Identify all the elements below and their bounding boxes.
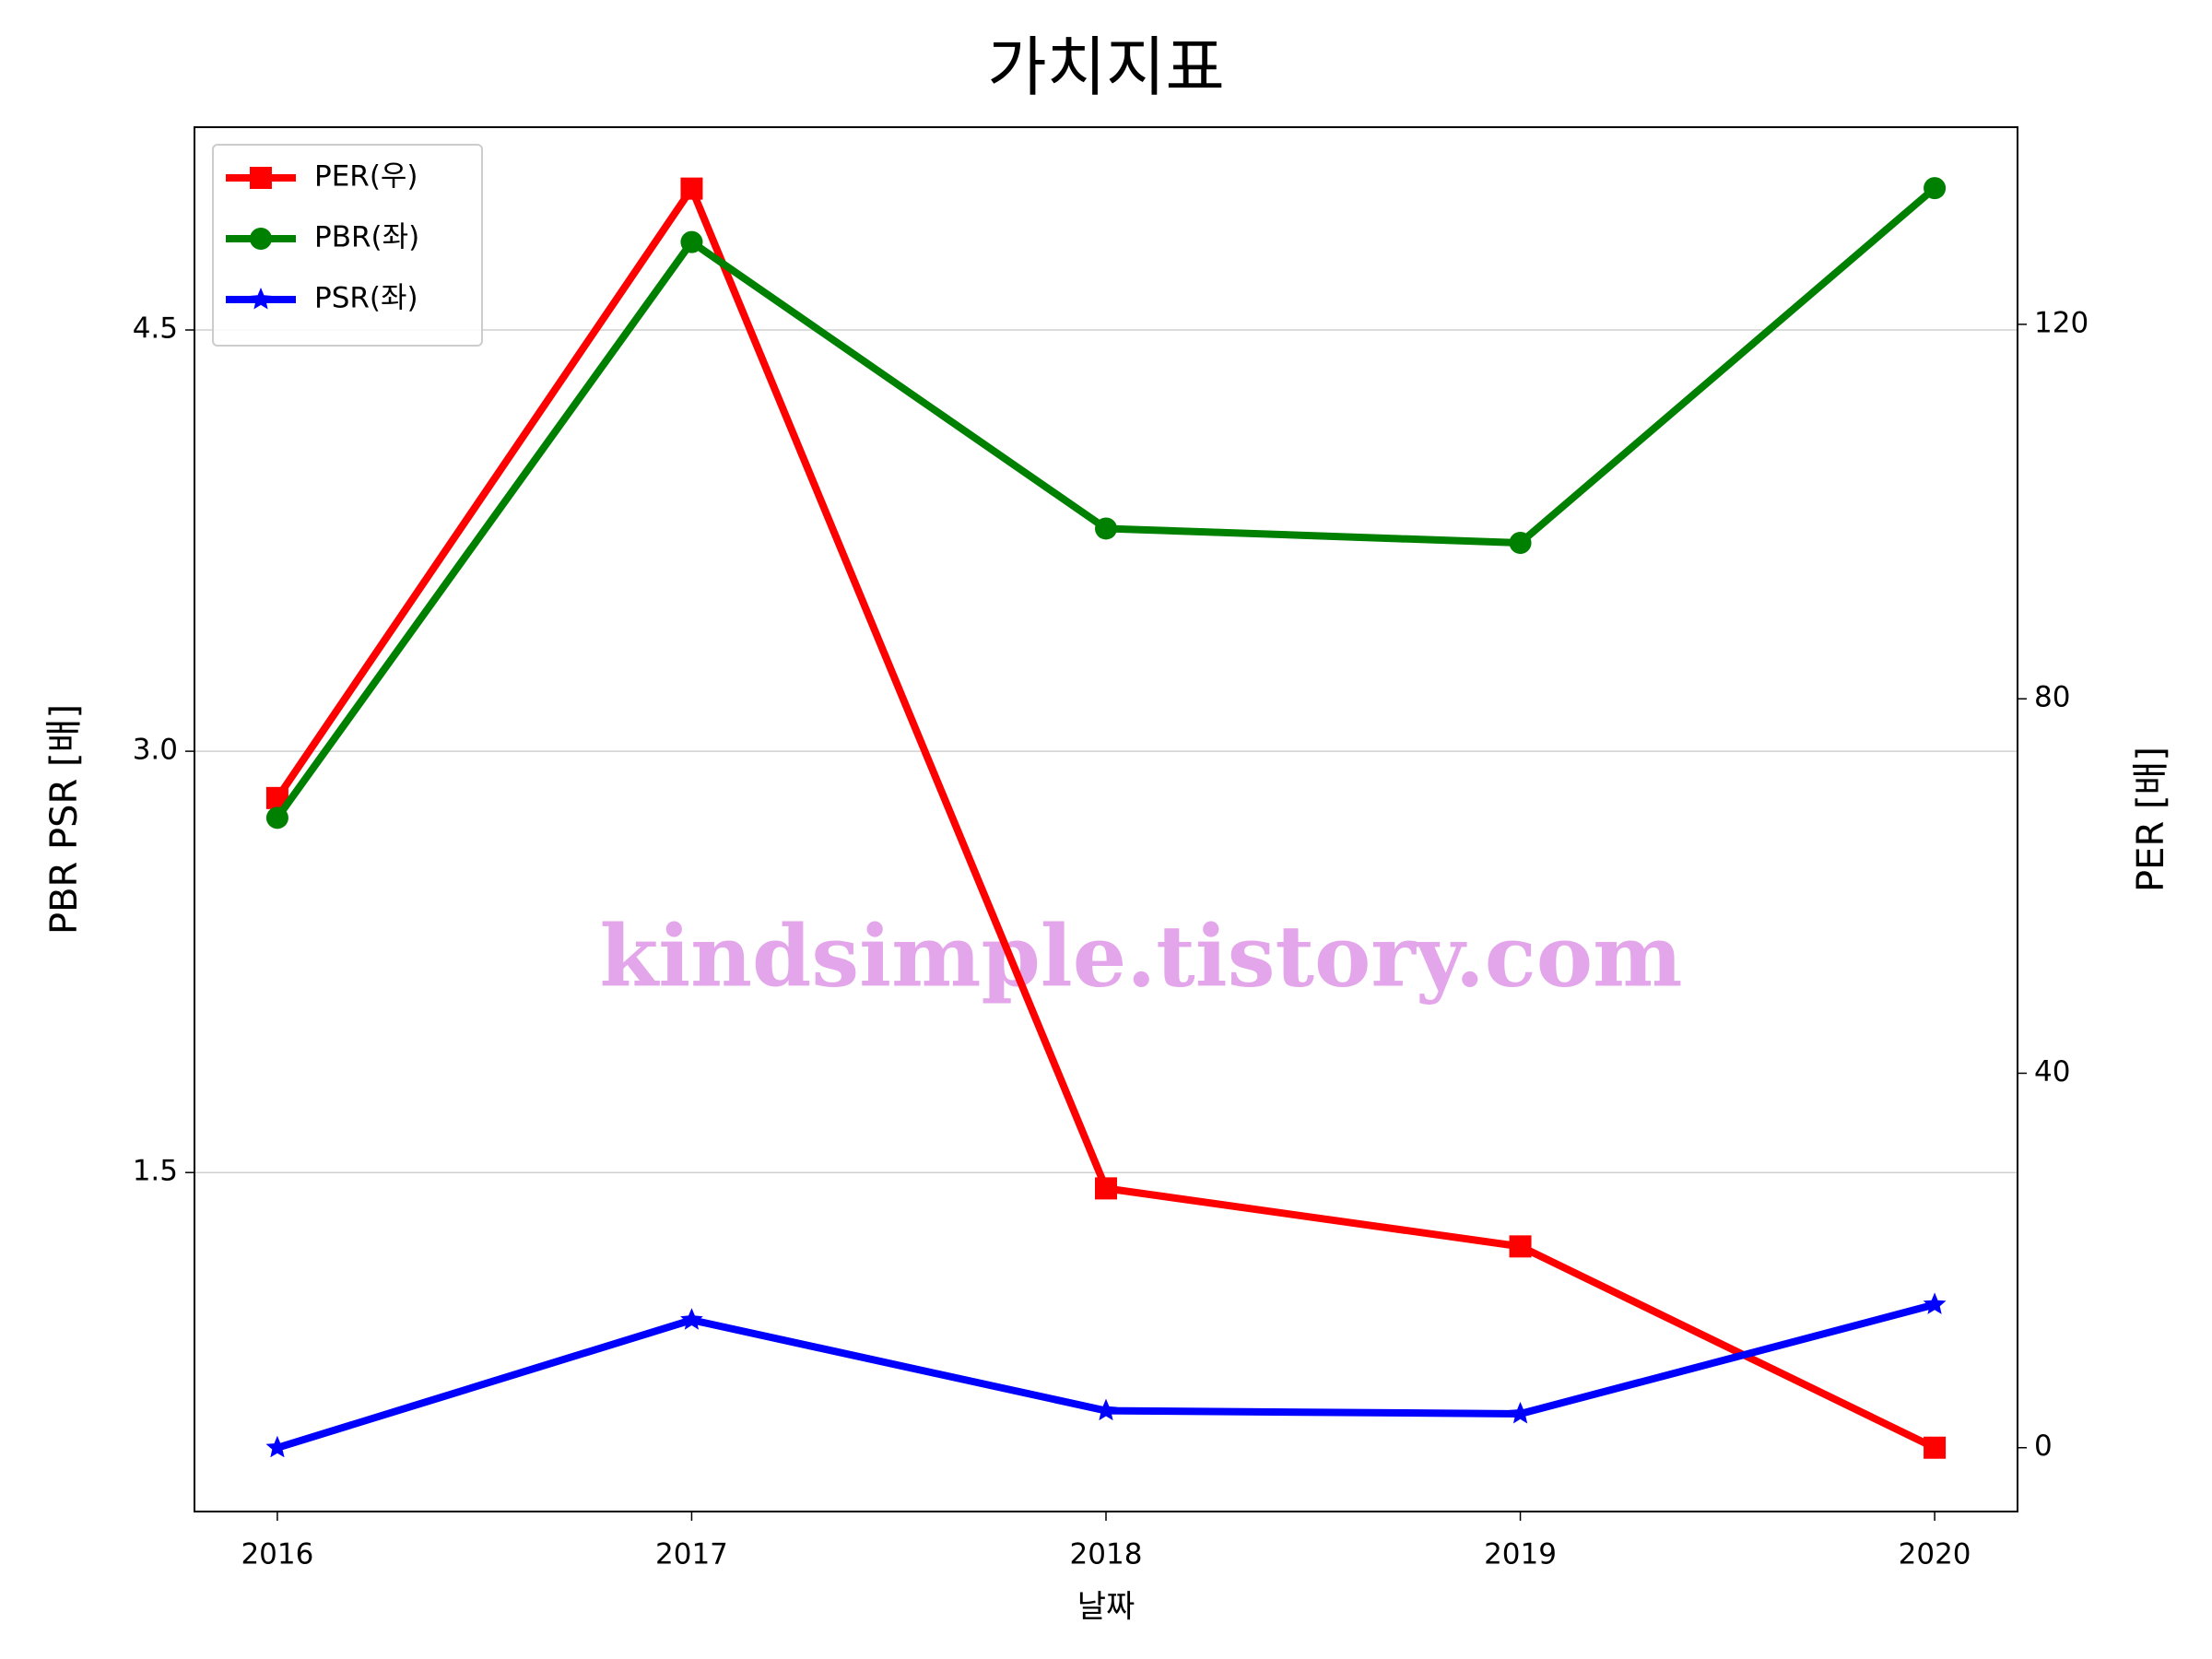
legend-label: PSR(좌) — [314, 282, 418, 315]
x-tick-label: 2016 — [241, 1538, 313, 1571]
chart-title: 가치지표 — [987, 29, 1225, 105]
y-tick-label: 3.0 — [133, 734, 178, 767]
legend-marker — [250, 167, 272, 189]
y-tick-label: 1.5 — [133, 1155, 178, 1188]
marker — [1509, 1402, 1532, 1424]
x-tick-label: 2018 — [1070, 1538, 1143, 1571]
y-axis-label: PBR PSR [배] — [43, 704, 86, 935]
x-axis-label: 날짜 — [1077, 1589, 1135, 1626]
legend-marker — [249, 288, 273, 310]
x-tick-label: 2017 — [655, 1538, 728, 1571]
y2-tick-label: 120 — [2034, 306, 2088, 339]
plot-frame — [194, 126, 2018, 1512]
marker — [1509, 1235, 1532, 1258]
x-tick-label: 2020 — [1899, 1538, 1971, 1571]
watermark: kindsimple.tistory.com — [599, 907, 1682, 1006]
marker — [1095, 517, 1117, 540]
y2-axis-label: PER [배] — [2130, 747, 2172, 892]
legend-label: PBR(좌) — [314, 221, 419, 254]
marker — [1924, 1436, 1947, 1459]
series-line — [274, 185, 1937, 820]
y2-tick-label: 80 — [2034, 681, 2070, 714]
marker — [1923, 1292, 1947, 1314]
marker — [1094, 1398, 1118, 1421]
marker — [1924, 177, 1947, 200]
marker — [265, 1435, 289, 1458]
legend-marker — [250, 228, 272, 250]
y-tick-label: 4.5 — [133, 312, 178, 346]
marker — [265, 806, 288, 830]
x-tick-label: 2019 — [1484, 1538, 1557, 1571]
y2-tick-label: 40 — [2034, 1055, 2070, 1088]
marker — [1095, 1177, 1117, 1200]
y2-tick-label: 0 — [2034, 1430, 2053, 1463]
legend-label: PER(우) — [314, 160, 418, 194]
marker — [680, 230, 703, 253]
legend-box — [212, 144, 483, 347]
marker — [1509, 531, 1532, 554]
marker — [680, 1308, 703, 1330]
marker — [680, 177, 703, 200]
series-line — [274, 184, 1936, 1452]
